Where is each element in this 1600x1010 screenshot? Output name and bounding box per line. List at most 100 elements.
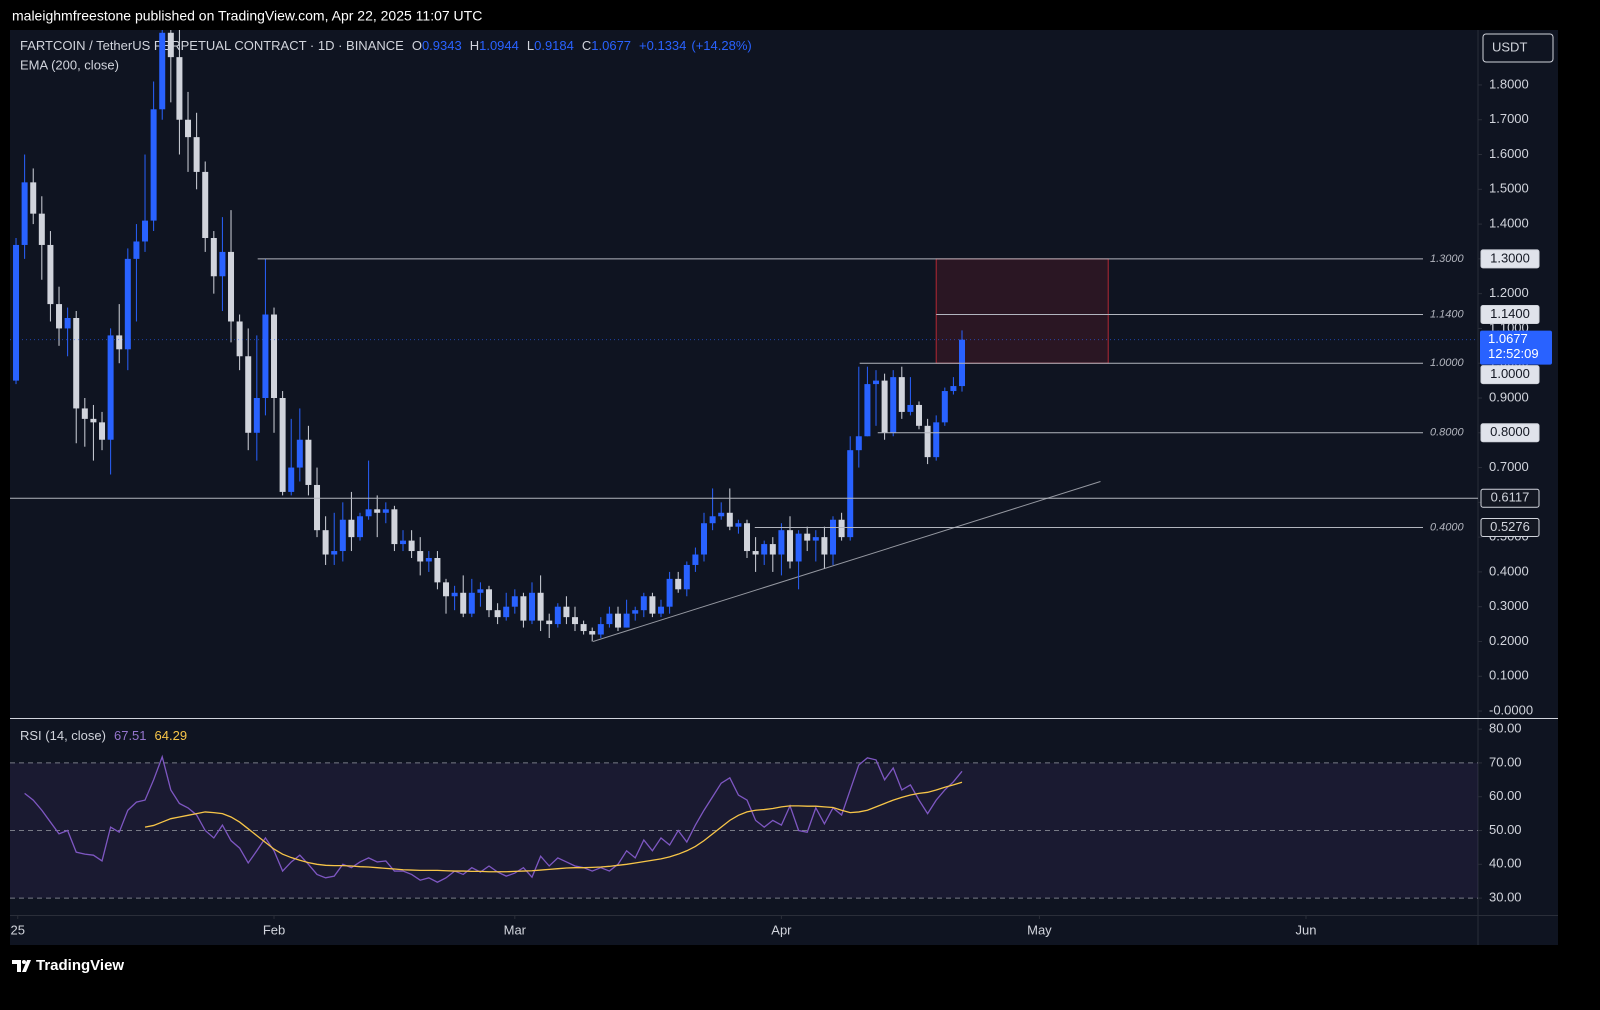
candle-body xyxy=(133,241,140,259)
candle-body xyxy=(210,238,217,277)
level-fib-label: 1.3000 xyxy=(1430,253,1465,265)
candle-body xyxy=(554,606,561,625)
rsi-line xyxy=(24,754,963,883)
candle-body xyxy=(124,258,131,350)
candle-body xyxy=(73,318,80,409)
candle-body xyxy=(365,509,372,517)
candle-body xyxy=(563,606,570,618)
price-box-label: 1.0677 xyxy=(1488,331,1528,346)
publish-info: maleighmfreestone published on TradingVi… xyxy=(12,8,482,24)
candle-body xyxy=(726,512,733,527)
y-tick-label: 0.7000 xyxy=(1489,459,1529,474)
level-box xyxy=(1480,518,1540,538)
candle-body xyxy=(675,578,682,590)
candle-body xyxy=(296,439,303,468)
x-tick-label: 25 xyxy=(11,922,25,937)
ohlc-value: 1.0677 xyxy=(591,38,631,53)
y-tick-label: 50.00 xyxy=(1489,822,1522,837)
ohlc-key: O xyxy=(412,38,422,53)
candle-body xyxy=(744,523,751,552)
level-box xyxy=(1480,488,1540,508)
y-tick-label: 1.2000 xyxy=(1489,285,1529,300)
chart-panel xyxy=(10,30,1558,945)
candle-body xyxy=(752,551,759,555)
candle-body xyxy=(830,519,837,555)
trendline xyxy=(592,481,1101,642)
y-tick-label: 0.3000 xyxy=(1489,598,1529,613)
candle-body xyxy=(640,596,647,611)
price-box xyxy=(1480,330,1552,365)
rsi-value: 67.51 xyxy=(114,728,147,743)
candle-body xyxy=(236,321,243,357)
level-box xyxy=(1480,305,1540,325)
candle-body xyxy=(718,512,725,517)
candle-body xyxy=(219,251,226,277)
y-tick-label: 1.7000 xyxy=(1489,111,1529,126)
y-tick-label: 0.1000 xyxy=(1489,668,1529,683)
candle-body xyxy=(572,617,579,625)
currency-box xyxy=(1482,33,1554,63)
candle-body xyxy=(176,57,183,120)
y-tick-label: 40.00 xyxy=(1489,856,1522,871)
currency: USDT xyxy=(1492,39,1527,54)
candle-body xyxy=(322,530,329,555)
y-tick-label: -0.0000 xyxy=(1489,702,1533,717)
footer-logo xyxy=(12,960,31,972)
candle-body xyxy=(408,540,415,552)
candle-body xyxy=(339,519,346,552)
candle-body xyxy=(589,631,596,635)
candle-body xyxy=(468,592,475,614)
candle-body xyxy=(167,32,174,58)
candle-body xyxy=(838,519,845,538)
candle-body xyxy=(606,613,613,625)
candle-body xyxy=(735,523,742,527)
candle-body xyxy=(898,377,905,412)
x-tick-label: Apr xyxy=(771,922,792,937)
candle-body xyxy=(683,564,690,590)
candle-body xyxy=(950,386,957,392)
candle-body xyxy=(864,384,871,437)
candle-body xyxy=(503,606,510,618)
candle-body xyxy=(546,620,553,625)
candle-body xyxy=(623,613,630,628)
candle-body xyxy=(941,391,948,423)
candle-body xyxy=(314,484,321,531)
candle-body xyxy=(21,182,28,245)
candle-body xyxy=(933,422,940,458)
candle-body xyxy=(305,439,312,485)
candle-body xyxy=(855,436,862,451)
rsi-ma-value: 64.29 xyxy=(155,728,188,743)
candle-body xyxy=(159,32,166,110)
candle-body xyxy=(400,540,407,545)
candle-body xyxy=(701,523,708,555)
candle-body xyxy=(13,244,20,381)
ohlc-value: 0.9184 xyxy=(534,38,574,53)
countdown: 12:52:09 xyxy=(1488,346,1539,361)
candle-body xyxy=(769,544,776,555)
change: +0.1334 xyxy=(639,38,686,53)
level-box-label: 1.0000 xyxy=(1490,366,1530,381)
candle-body xyxy=(107,335,114,440)
candle-body xyxy=(30,182,37,214)
candle-body xyxy=(477,589,484,593)
y-tick-label: 80.00 xyxy=(1489,721,1522,736)
y-tick-label: 0.4000 xyxy=(1489,563,1529,578)
candle-body xyxy=(460,592,467,614)
candle-body xyxy=(56,304,63,329)
y-tick-label: 1.8000 xyxy=(1489,76,1529,91)
x-tick-label: Feb xyxy=(263,922,285,937)
candle-body xyxy=(150,109,157,221)
candle-body xyxy=(271,314,278,398)
candle-body xyxy=(193,137,200,172)
candle-body xyxy=(425,558,432,562)
candle-body xyxy=(443,582,450,597)
candle-body xyxy=(391,509,398,545)
candle-body xyxy=(47,244,54,305)
y-tick-label: 0.2000 xyxy=(1489,633,1529,648)
candle-body xyxy=(417,551,424,562)
price-plot xyxy=(13,30,1109,642)
candle-body xyxy=(357,516,364,538)
candle-body xyxy=(494,610,501,618)
